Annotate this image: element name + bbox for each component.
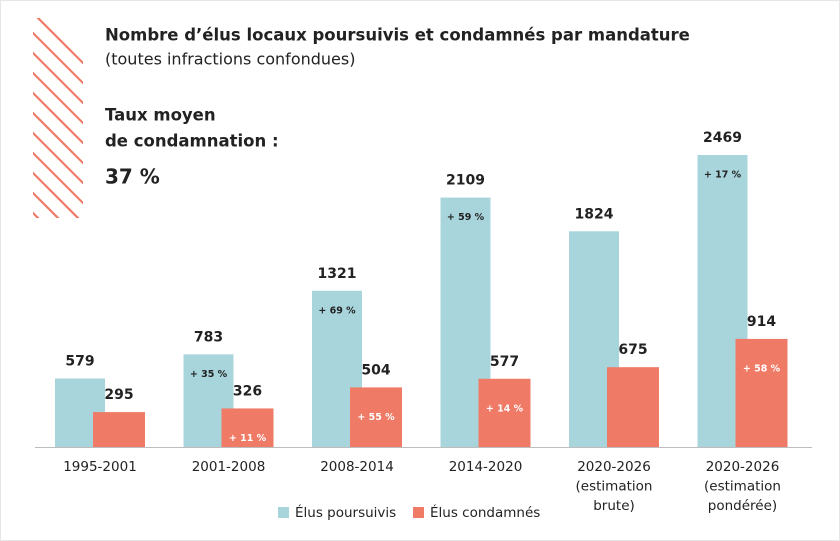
x-tick-label: brute) [593,498,635,514]
callout-line: de condamnation : [105,132,279,151]
x-tick-label: 2020-2026 [577,459,651,475]
bar [93,412,145,447]
change-label: + 55 % [357,412,395,423]
bar [607,367,659,447]
x-tick-label: 2020-2026 [706,459,780,475]
legend-label: Élus poursuivis [295,504,396,521]
change-label: + 69 % [318,305,356,316]
x-tick-label: pondérée) [708,498,777,514]
value-label: 675 [618,342,647,358]
value-label: 577 [490,354,519,370]
bar [735,338,788,447]
x-tick-label: (estimation [576,479,653,495]
bar [350,387,402,447]
value-label: 579 [65,354,94,370]
hatch [33,18,83,218]
x-tick-label: 2001-2008 [192,459,266,475]
value-label: 2109 [446,173,485,189]
legend-label: Élus condamnés [430,504,540,521]
change-label: + 35 % [190,369,228,380]
value-label: 326 [233,383,262,399]
change-label: + 58 % [743,363,781,374]
value-label: 2469 [703,130,742,146]
x-tick-label: 2008-2014 [320,459,394,475]
change-label: + 11 % [229,433,267,444]
x-tick-label: (estimation [704,479,781,495]
value-label: 1824 [575,206,614,222]
x-tick-label: 2014-2020 [449,459,523,475]
value-label: 1321 [318,266,357,282]
value-label: 295 [104,387,133,403]
value-label: 783 [194,329,223,345]
legend-swatch [278,507,289,518]
change-label: + 59 % [447,212,485,223]
callout-line: Taux moyen [105,106,216,125]
change-label: + 14 % [486,403,524,414]
legend-swatch [413,507,424,518]
value-label: 504 [361,362,390,378]
chart-title: Nombre d’élus locaux poursuivis et conda… [105,26,690,45]
value-label: 914 [747,314,776,330]
bar [221,408,274,447]
x-tick-label: 1995-2001 [63,459,137,475]
subtitle: (toutes infractions confondues) [105,50,355,69]
callout-value: 37 % [105,165,160,189]
change-label: + 17 % [704,170,742,181]
bar [478,378,531,447]
